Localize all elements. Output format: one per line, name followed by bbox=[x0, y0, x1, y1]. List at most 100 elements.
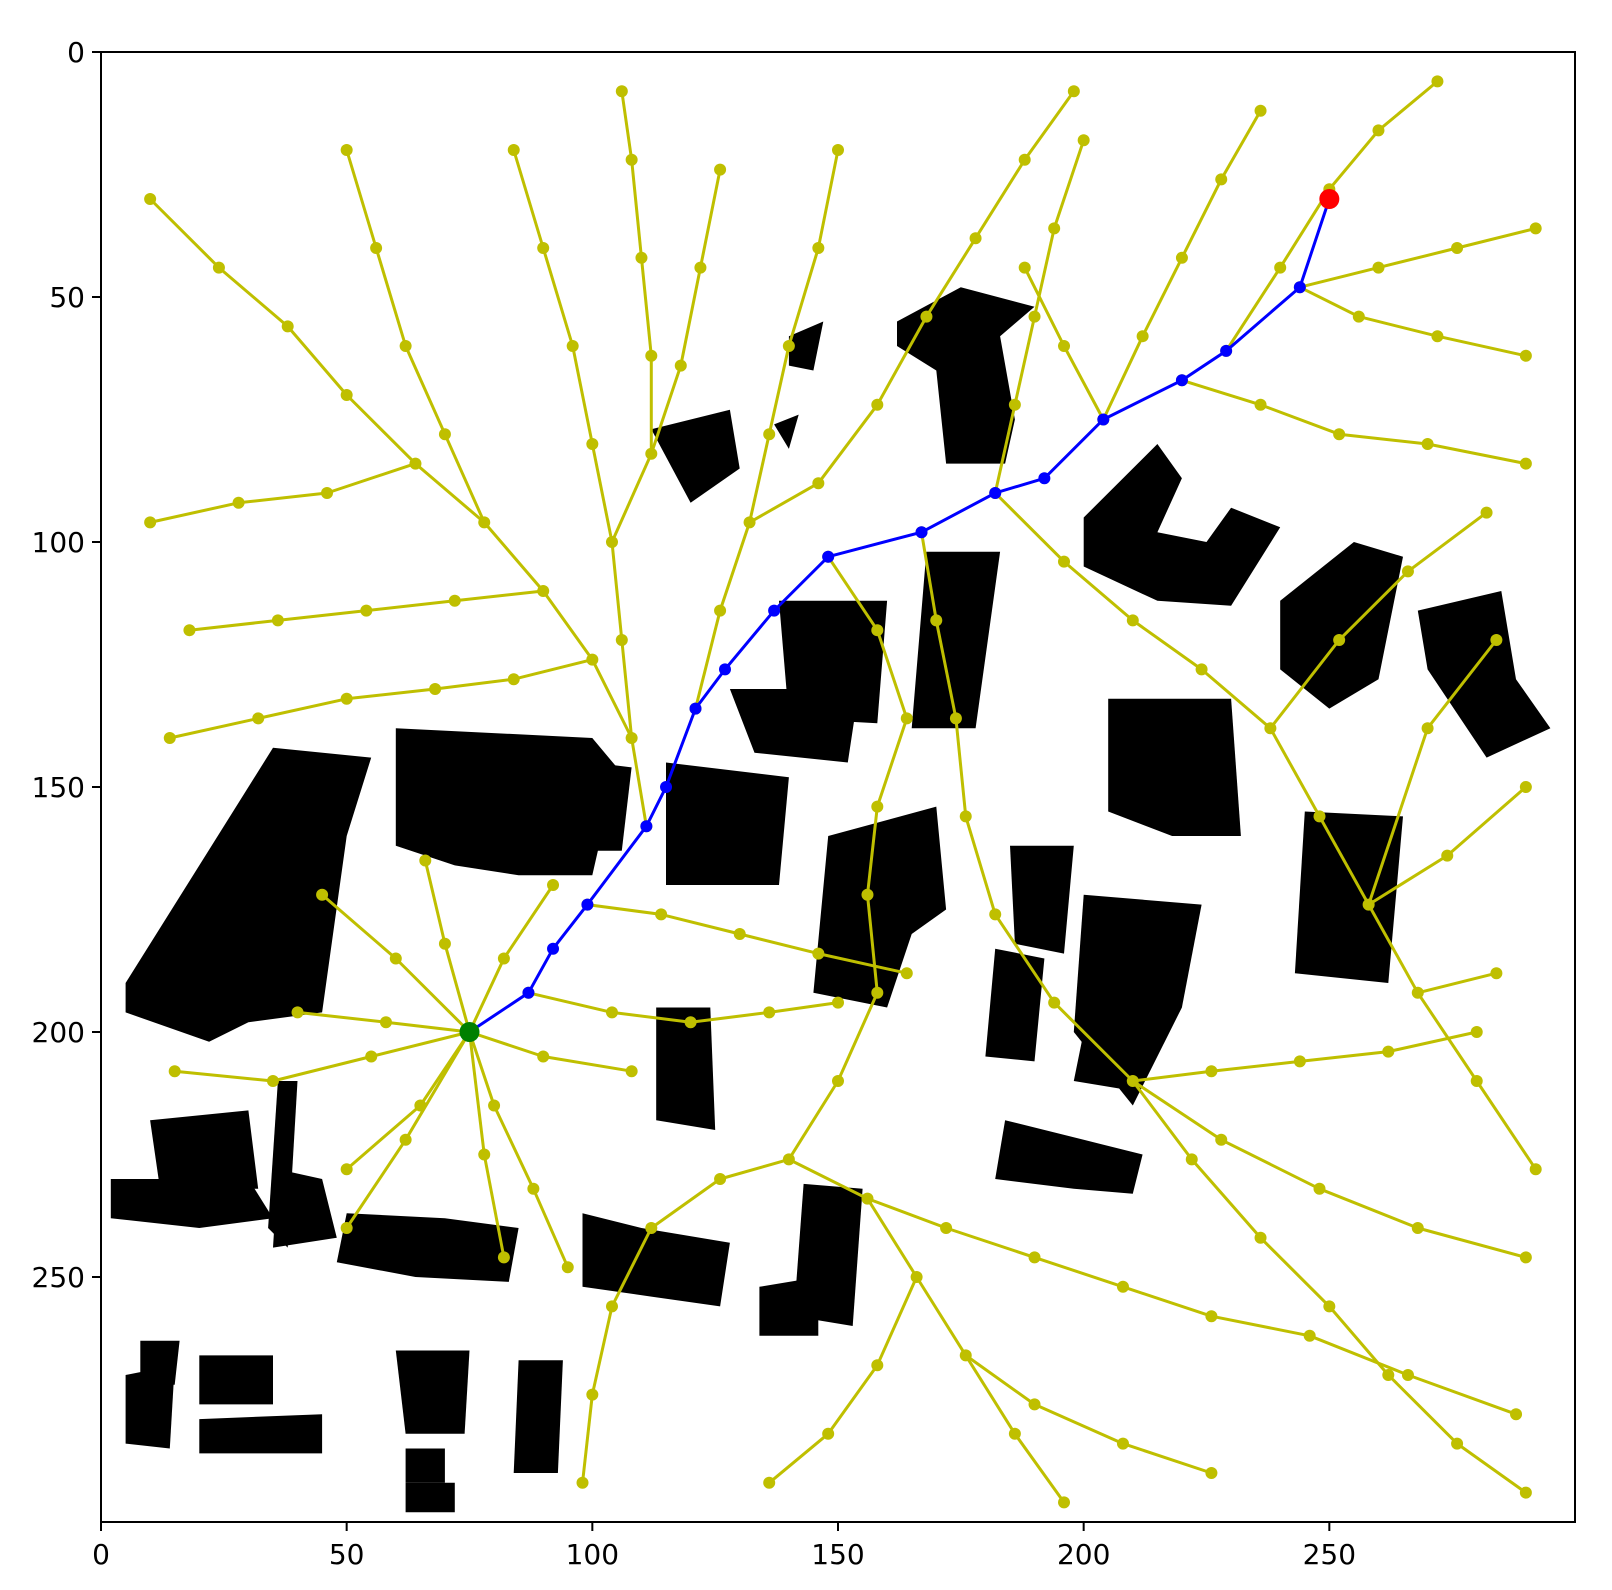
tree-edge-119 bbox=[865, 806, 879, 895]
tree-edge-111 bbox=[1269, 727, 1321, 818]
tree-edge-78 bbox=[1141, 257, 1184, 337]
tree-edge-72 bbox=[1023, 90, 1076, 161]
tree-edge-114 bbox=[1416, 991, 1478, 1082]
tree-node-101 bbox=[1421, 438, 1434, 450]
tree-node-130 bbox=[871, 986, 884, 999]
path-node-8 bbox=[768, 604, 781, 617]
tree-node-133 bbox=[714, 1173, 727, 1185]
tree-edge-143 bbox=[1387, 1030, 1478, 1054]
tree-edge-74 bbox=[1013, 316, 1036, 406]
tree-edge-6 bbox=[345, 1104, 422, 1171]
tree-edge-135 bbox=[1034, 1255, 1124, 1289]
tree-node-138 bbox=[861, 1192, 874, 1205]
tree-node-129 bbox=[861, 888, 874, 901]
tree-edge-50 bbox=[571, 345, 594, 445]
tree-edge-80 bbox=[1219, 110, 1262, 181]
tree-node-37 bbox=[163, 732, 176, 744]
tree-edge-136 bbox=[1122, 1285, 1212, 1318]
tree-edge-30 bbox=[149, 197, 220, 269]
tree-node-79 bbox=[1048, 222, 1061, 235]
tree-edge-70 bbox=[925, 237, 977, 318]
tree-node-118 bbox=[1195, 663, 1208, 676]
tree-edge-158 bbox=[739, 932, 819, 956]
tree-node-145 bbox=[1116, 1280, 1129, 1293]
tree-node-137 bbox=[576, 1476, 589, 1489]
tree-node-131 bbox=[832, 1075, 844, 1087]
tree-edge-18 bbox=[404, 1031, 471, 1141]
tree-node-127 bbox=[900, 712, 913, 725]
tree-edge-147 bbox=[1328, 1305, 1390, 1376]
obstacle-9 bbox=[774, 414, 799, 449]
tree-edge-41 bbox=[404, 345, 447, 435]
tree-node-116 bbox=[1058, 555, 1071, 568]
tree-node-146 bbox=[1205, 1310, 1218, 1323]
tree-edge-137 bbox=[1211, 1314, 1310, 1338]
y-tick-label-2: 100 bbox=[32, 526, 85, 559]
tree-node-143 bbox=[940, 1222, 953, 1234]
tree-edge-151 bbox=[826, 1364, 879, 1435]
tree-edge-7 bbox=[468, 1031, 496, 1106]
tree-node-54 bbox=[507, 144, 520, 156]
tree-node-73 bbox=[969, 232, 982, 245]
obstacle-33 bbox=[199, 1355, 273, 1405]
tree-edge-98 bbox=[934, 620, 958, 719]
tree-node-84 bbox=[1215, 173, 1228, 186]
tree-node-57 bbox=[694, 261, 707, 274]
tree-node-106 bbox=[930, 614, 943, 627]
tree-edge-79 bbox=[1180, 178, 1223, 259]
tree-node-94 bbox=[1529, 222, 1542, 235]
tree-edge-132 bbox=[1013, 1432, 1066, 1504]
tree-edge-89 bbox=[1358, 315, 1438, 338]
tree-edge-77 bbox=[1101, 335, 1144, 421]
tree-edge-63 bbox=[748, 433, 771, 523]
tree-edge-122 bbox=[787, 1080, 840, 1161]
tree-node-11 bbox=[537, 1050, 550, 1063]
marker-layer bbox=[459, 189, 1340, 1042]
tree-edge-88 bbox=[1299, 285, 1360, 318]
tree-node-142 bbox=[1058, 1496, 1071, 1509]
x-tick-label-0: 0 bbox=[92, 1538, 110, 1571]
tree-node-15 bbox=[497, 952, 510, 965]
tree-node-156 bbox=[1323, 1300, 1336, 1313]
tree-edge-169 bbox=[1269, 639, 1341, 730]
tree-node-169 bbox=[812, 947, 825, 960]
tree-node-69 bbox=[832, 144, 844, 156]
tree-node-174 bbox=[763, 1006, 776, 1019]
tree-edge-71 bbox=[974, 159, 1026, 239]
tree-node-42 bbox=[438, 428, 451, 441]
tree-edge-42 bbox=[374, 247, 408, 347]
tree-edge-59 bbox=[630, 159, 643, 258]
tree-node-5 bbox=[168, 1065, 181, 1078]
obstacle-36 bbox=[405, 1448, 445, 1483]
obstacle-1 bbox=[395, 728, 617, 876]
tree-edge-95 bbox=[1062, 345, 1105, 421]
tree-edge-47 bbox=[620, 639, 634, 739]
tree-edge-90 bbox=[1437, 334, 1527, 358]
tree-node-71 bbox=[871, 398, 884, 411]
tree-edge-11 bbox=[542, 1055, 632, 1073]
tree-node-159 bbox=[1519, 1486, 1532, 1499]
tree-node-147 bbox=[1303, 1329, 1316, 1342]
tree-node-21 bbox=[478, 1148, 491, 1161]
x-tick-label-3: 150 bbox=[811, 1538, 864, 1571]
tree-node-1 bbox=[389, 952, 402, 965]
tree-edge-17 bbox=[297, 1010, 387, 1024]
tree-node-172 bbox=[605, 1006, 618, 1019]
tree-node-83 bbox=[1175, 251, 1188, 264]
tree-edge-139 bbox=[1407, 1373, 1517, 1416]
tree-node-141 bbox=[1008, 1427, 1021, 1440]
tree-edge-15 bbox=[502, 884, 555, 960]
tree-node-40 bbox=[271, 614, 284, 627]
tree-node-181 bbox=[1333, 634, 1346, 646]
tree-node-179 bbox=[1421, 722, 1434, 735]
tree-node-61 bbox=[625, 153, 638, 166]
tree-edge-115 bbox=[1475, 1080, 1537, 1171]
tree-node-85 bbox=[1254, 104, 1267, 117]
tree-edge-97 bbox=[920, 531, 938, 621]
tree-node-109 bbox=[989, 908, 1002, 921]
tree-edge-87 bbox=[1456, 226, 1537, 250]
tree-node-103 bbox=[1058, 340, 1071, 352]
tree-edge-0 bbox=[394, 957, 471, 1034]
tree-edge-91 bbox=[1181, 378, 1261, 407]
